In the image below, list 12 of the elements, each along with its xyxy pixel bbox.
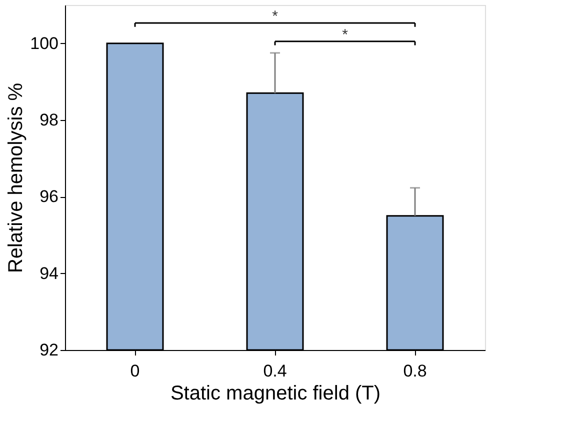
y-tick-label: 100 — [30, 34, 58, 53]
x-tick-label: 0.8 — [403, 362, 427, 380]
y-tick-label: 94 — [40, 264, 58, 283]
y-tick-label: 98 — [40, 110, 58, 130]
annotation: * — [272, 8, 278, 26]
y-tick-label: 96 — [40, 187, 58, 206]
annotation: * — [342, 26, 348, 44]
y-axis-title: Relative hemolysis % — [5, 82, 28, 274]
x-tick-label: 0.4 — [263, 362, 287, 380]
x-tick-label: 0 — [130, 362, 140, 380]
y-tick-label: 92 — [40, 340, 58, 360]
x-axis-title: Static magnetic field (T) — [170, 382, 381, 404]
